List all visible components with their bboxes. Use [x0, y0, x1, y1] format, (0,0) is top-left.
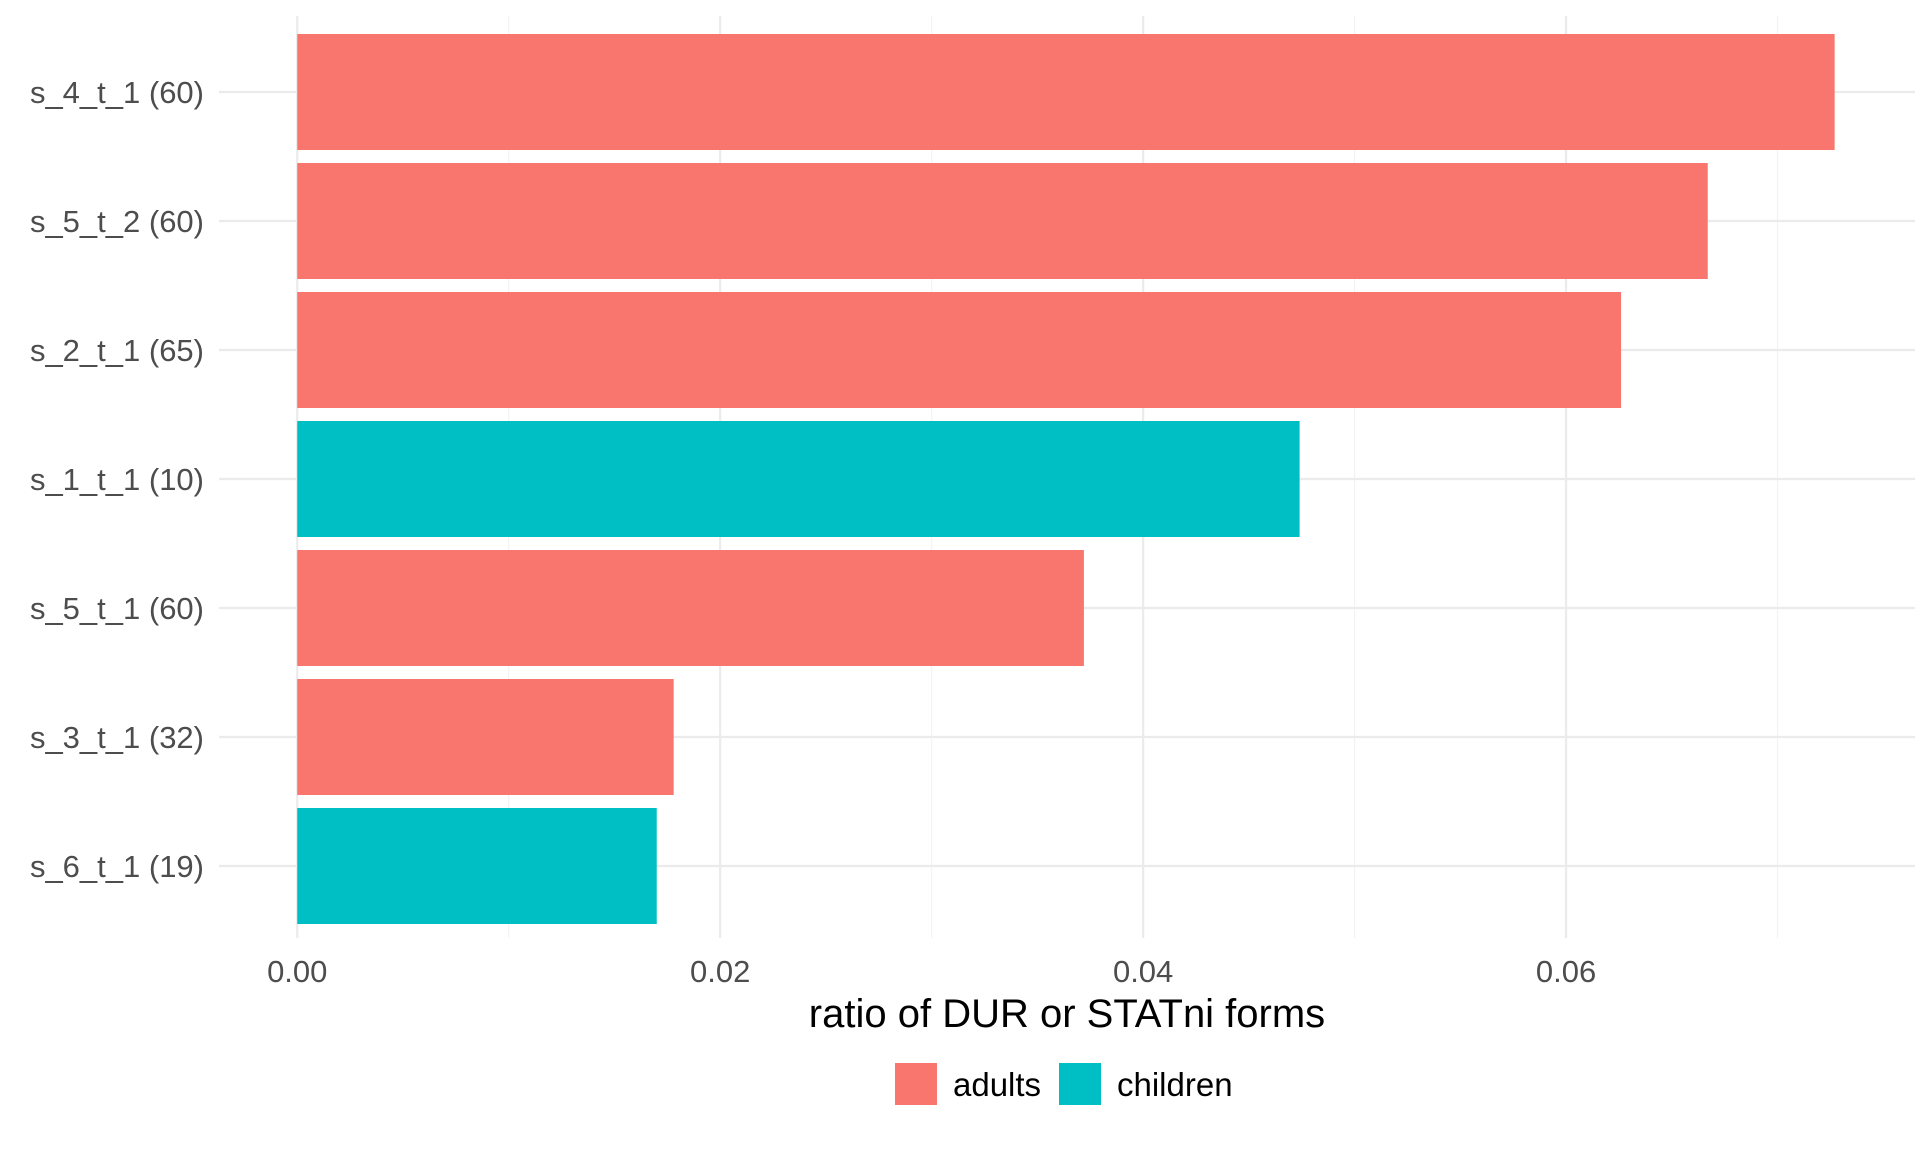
legend: adults children: [895, 1063, 1233, 1105]
x-tick-label: 0.04: [1113, 954, 1173, 989]
bar-adults: [297, 550, 1084, 666]
legend-key-children: [1059, 1063, 1101, 1105]
legend-label: children: [1117, 1066, 1233, 1103]
x-tick-label: 0.02: [690, 954, 750, 989]
bar-children: [297, 808, 657, 924]
bar-adults: [297, 34, 1835, 150]
bar-adults: [297, 163, 1708, 279]
y-axis-tick-labels: s_4_t_1 (60) s_5_t_2 (60) s_2_t_1 (65) s_1_…: [30, 75, 204, 884]
y-tick-label: s_6_t_1 (19): [30, 849, 204, 884]
y-tick-label: s_2_t_1 (65): [30, 333, 204, 368]
bar-adults: [297, 679, 674, 795]
bar-layer: [297, 34, 1835, 924]
x-tick-label: 0.00: [267, 954, 327, 989]
bar-adults: [297, 292, 1622, 408]
x-tick-label: 0.06: [1536, 954, 1596, 989]
bar-children: [297, 421, 1300, 537]
legend-key-adults: [895, 1063, 937, 1105]
x-axis-title: ratio of DUR or STATni forms: [809, 992, 1325, 1036]
y-tick-label: s_4_t_1 (60): [30, 75, 204, 110]
y-tick-label: s_5_t_1 (60): [30, 591, 204, 626]
legend-label: adults: [953, 1066, 1041, 1103]
y-tick-label: s_3_t_1 (32): [30, 720, 204, 755]
y-tick-label: s_5_t_2 (60): [30, 204, 204, 239]
x-axis-tick-labels: 0.00 0.02 0.04 0.06: [267, 954, 1596, 989]
y-tick-label: s_1_t_1 (10): [30, 462, 204, 497]
